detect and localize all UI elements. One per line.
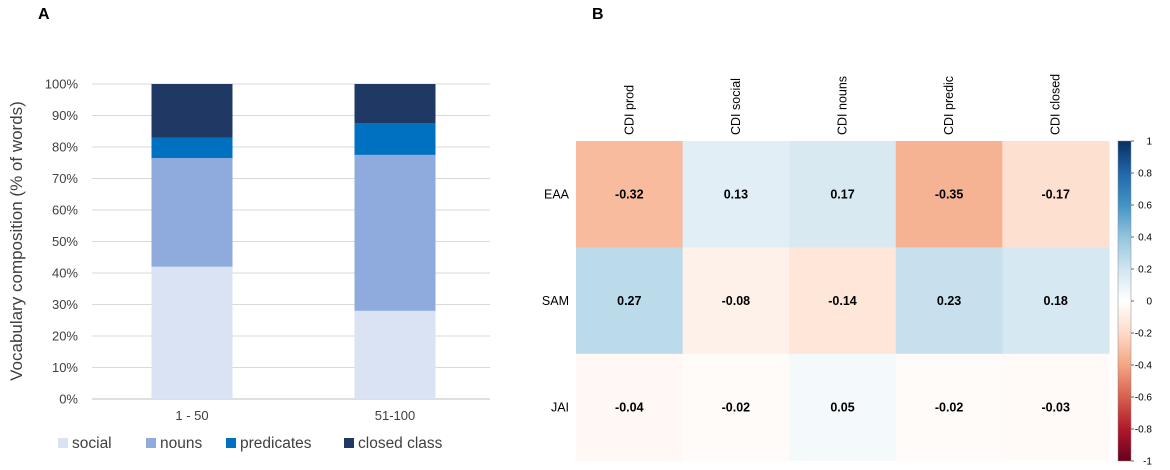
legend-swatch-nouns	[146, 438, 156, 448]
heatmap-cell	[895, 247, 1003, 355]
heatmap-value: 0.18	[1044, 294, 1068, 308]
y-tick-label: 70%	[52, 171, 78, 186]
heatmap-row-labels: EAA SAM JAI	[542, 188, 570, 415]
bar-y-axis-label: Vocabulary composition (% of words)	[7, 101, 26, 381]
heatmap-value: 0.27	[617, 294, 641, 308]
panel-a-label: A	[38, 6, 50, 23]
heatmap-value: -0.03	[1041, 401, 1070, 415]
heatmap-value: -0.35	[935, 188, 964, 202]
panel-b-label: B	[592, 6, 604, 23]
heatmap-value: 0.05	[830, 401, 854, 415]
bar-segment-social	[151, 266, 233, 399]
correlation-heatmap: -0.32 0.13 0.17 -0.35 -0.17 0.27 -0.08 -0.14 0.2…	[542, 74, 1153, 468]
bar-segment-closed-class	[151, 84, 233, 138]
heatmap-row-label: EAA	[544, 188, 570, 202]
legend-label: closed class	[358, 435, 443, 452]
heatmap-value: -0.17	[1041, 188, 1070, 202]
heatmap-cell	[682, 353, 790, 461]
heatmap-cell	[682, 141, 790, 248]
heatmap-cell	[895, 141, 1003, 248]
y-tick-label: 80%	[52, 140, 78, 155]
heatmap-cell	[576, 141, 684, 248]
heatmap-cell	[1002, 247, 1110, 355]
heatmap-column-labels: CDI prod CDI social CDI nouns CDI predic CDI…	[622, 74, 1062, 135]
heatmap-column-label: CDI predic	[942, 76, 956, 135]
colorbar-tick-label: -0.8	[1135, 425, 1153, 436]
legend-swatch-closed-class	[344, 438, 354, 448]
heatmap-value: -0.02	[722, 401, 751, 415]
heatmap-value: -0.32	[615, 188, 644, 202]
legend-swatch-social	[58, 438, 68, 448]
y-tick-label: 20%	[52, 329, 78, 344]
heatmap-cell	[789, 141, 897, 248]
bar-segments	[151, 84, 436, 399]
y-tick-label: 60%	[52, 203, 78, 218]
y-tick-label: 100%	[45, 77, 79, 92]
bar-segment-social	[354, 310, 436, 399]
bar-segment-nouns	[151, 158, 233, 267]
bar-x-tick-labels: 1 - 50 51-100	[175, 408, 415, 423]
colorbar-tick-label: 0.6	[1138, 201, 1152, 212]
heatmap-cells	[576, 141, 1110, 461]
colorbar-tick-label: -0.6	[1135, 393, 1153, 404]
bar-segment-closed-class	[354, 84, 436, 124]
y-tick-label: 90%	[52, 108, 78, 123]
colorbar-tick-label: -0.2	[1135, 329, 1153, 340]
bar-segment-predicates	[354, 123, 436, 155]
heatmap-cell	[1002, 141, 1110, 248]
heatmap-value: -0.02	[935, 401, 964, 415]
colorbar-tick-label: -0.4	[1135, 361, 1153, 372]
heatmap-cell	[576, 247, 684, 355]
heatmap-value: -0.04	[615, 401, 644, 415]
legend-label: predicates	[240, 435, 312, 452]
colorbar-tick-label: 1	[1146, 137, 1152, 148]
heatmap-cell	[576, 353, 684, 461]
legend-swatch-predicates	[226, 438, 236, 448]
x-tick-label: 51-100	[375, 408, 415, 423]
colorbar-tick-label: 0	[1146, 297, 1152, 308]
colorbar-gradient	[1117, 140, 1132, 462]
colorbar-tick-label: -1	[1143, 457, 1152, 468]
colorbar-tick-label: 0.4	[1138, 233, 1152, 244]
heatmap-column-label: CDI closed	[1049, 74, 1063, 135]
y-tick-label: 50%	[52, 234, 78, 249]
heatmap-cell	[789, 247, 897, 355]
y-tick-label: 10%	[52, 360, 78, 375]
colorbar-tick-label: 0.2	[1138, 265, 1152, 276]
stacked-bar-chart: 0% 10% 20% 30% 40% 50% 60% 70% 80% 90% 100% 1 - 50…	[7, 77, 490, 452]
heatmap-column-label: CDI nouns	[836, 76, 850, 135]
heatmap-value: 0.17	[830, 188, 854, 202]
bar-y-tick-labels: 0% 10% 20% 30% 40% 50% 60% 70% 80% 90% 100%	[45, 77, 79, 407]
heatmap-cell	[895, 353, 1003, 461]
bar-segment-predicates	[151, 137, 233, 159]
heatmap-column-label: CDI social	[729, 78, 743, 135]
bar-segment-nouns	[354, 154, 436, 311]
heatmap-value: 0.13	[724, 188, 748, 202]
legend-label: social	[72, 435, 112, 452]
heatmap-value-labels: -0.32 0.13 0.17 -0.35 -0.17 0.27 -0.08 -0.14 0.2…	[615, 188, 1070, 415]
legend-label: nouns	[160, 435, 202, 452]
heatmap-value: -0.14	[828, 294, 857, 308]
y-tick-label: 0%	[59, 392, 78, 407]
heatmap-value: 0.23	[937, 294, 961, 308]
y-tick-label: 40%	[52, 266, 78, 281]
heatmap-cell	[1002, 353, 1110, 461]
heatmap-colorbar: 1 0.8 0.6 0.4 0.2 0 -0.2 -0.4 -0.6 -0.8 -1	[1117, 137, 1152, 468]
y-tick-label: 30%	[52, 297, 78, 312]
heatmap-value: -0.08	[722, 294, 751, 308]
heatmap-row-label: JAI	[551, 401, 569, 415]
colorbar-tick-label: 0.8	[1138, 169, 1152, 180]
heatmap-column-label: CDI prod	[622, 85, 636, 135]
x-tick-label: 1 - 50	[175, 408, 208, 423]
heatmap-cell	[789, 353, 897, 461]
heatmap-cell	[682, 247, 790, 355]
heatmap-row-label: SAM	[542, 294, 569, 308]
bar-legend: social nouns predicates closed class	[58, 435, 443, 452]
colorbar-tick-labels: 1 0.8 0.6 0.4 0.2 0 -0.2 -0.4 -0.6 -0.8 -1	[1131, 137, 1152, 468]
